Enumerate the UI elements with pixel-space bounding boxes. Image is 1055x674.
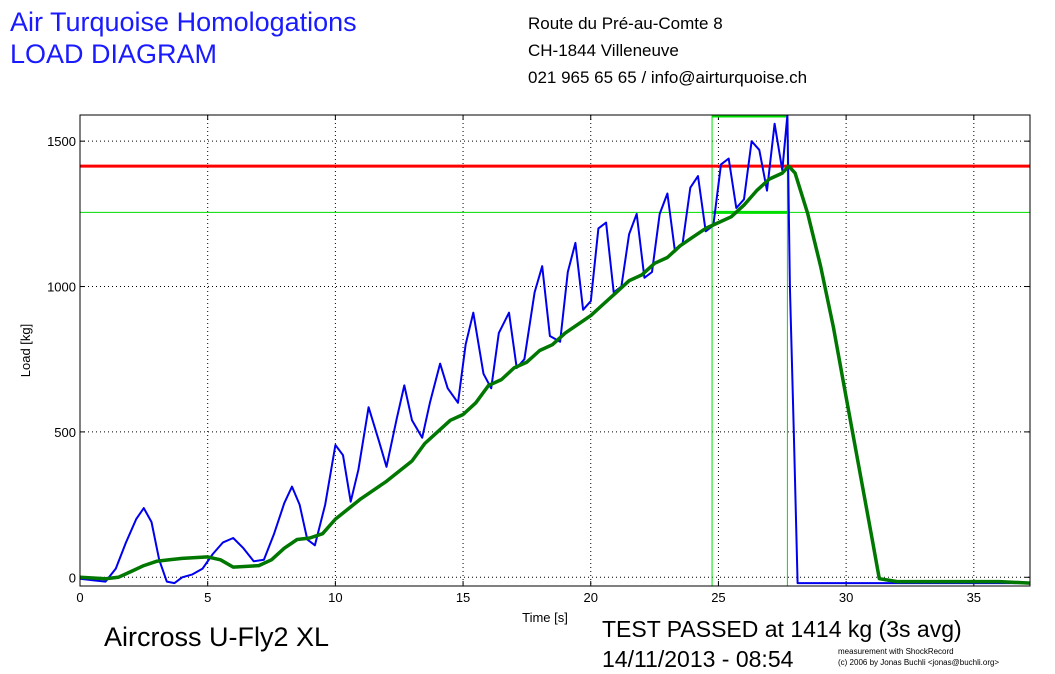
x-tick-label: 15 [456,590,470,605]
y-tick-label: 0 [69,570,76,585]
raw-load-line [80,115,1030,585]
y-axis-label: Load [kg] [18,324,33,378]
plot-frame [79,114,1031,587]
diagram-title: LOAD DIAGRAM [10,39,218,69]
result-text: TEST PASSED at 1414 kg (3s avg) [602,616,962,642]
test-result: TEST PASSED at 1414 kg (3s avg) 14/11/20… [602,614,962,674]
y-tick-label: 1500 [47,134,76,149]
company-name: Air Turquoise Homologations [10,7,357,37]
credit-line-1: measurement with ShockRecord [838,647,954,656]
test-datetime: 14/11/2013 - 08:54 [602,646,794,672]
address-line-3: 021 965 65 65 / info@airturquoise.ch [528,68,808,87]
x-tick-label: 30 [839,590,853,605]
x-tick-label: 35 [967,590,981,605]
x-tick-label: 0 [76,590,83,605]
plot-area [80,115,1030,586]
y-tick-label: 1000 [47,280,76,295]
y-tick-label: 500 [54,425,76,440]
x-tick-label: 25 [711,590,725,605]
address-block: Route du Pré-au-Comte 8 CH-1844 Villeneu… [528,10,807,91]
glider-model: Aircross U-Fly2 XL [104,622,330,652]
x-axis-label: Time [s] [522,610,568,625]
x-tick-label: 20 [584,590,598,605]
address-line-2: CH-1844 Villeneuve [528,41,679,60]
credit-line-2: (c) 2006 by Jonas Buchli <jonas@buchli.o… [838,658,1000,667]
x-tick-label: 10 [328,590,342,605]
software-credit: measurement with ShockRecord (c) 2006 by… [838,646,999,668]
averaged-load-line [80,164,1030,585]
x-tick-label: 5 [204,590,211,605]
company-header: Air Turquoise Homologations LOAD DIAGRAM [10,6,357,70]
address-line-1: Route du Pré-au-Comte 8 [528,14,723,33]
